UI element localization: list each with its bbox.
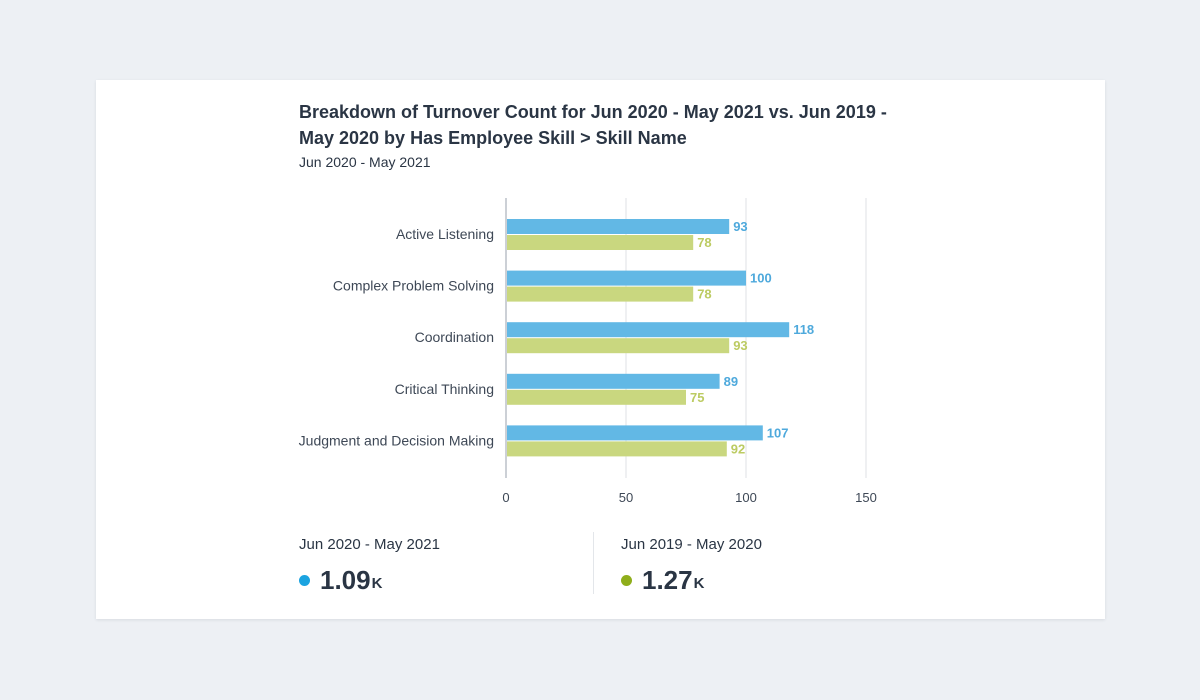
bar-current: [507, 425, 763, 441]
summary-divider: [593, 532, 594, 594]
bar-previous: [507, 389, 686, 405]
category-label: Judgment and Decision Making: [299, 432, 494, 448]
summary-current-dot: [299, 575, 310, 586]
data-label-previous: 78: [697, 287, 711, 302]
x-tick-label: 0: [502, 490, 509, 505]
data-label-previous: 92: [731, 441, 745, 456]
data-label-previous: 93: [733, 338, 747, 353]
summary-previous: Jun 2019 - May 2020 1.27 K: [621, 536, 762, 596]
bar-previous: [507, 441, 727, 457]
bar-current: [507, 219, 730, 234]
data-label-current: 89: [724, 374, 738, 389]
summary-previous-dot: [621, 575, 632, 586]
summary-current-value: 1.09: [320, 565, 371, 595]
data-label-previous: 75: [690, 390, 704, 405]
x-tick-label: 100: [735, 490, 757, 505]
x-tick-label: 150: [855, 490, 877, 505]
bar-previous: [507, 286, 694, 302]
data-label-previous: 78: [697, 235, 711, 250]
chart-subtitle: Jun 2020 - May 2021: [299, 154, 431, 170]
bar-previous: [507, 338, 730, 354]
category-label: Coordination: [415, 329, 494, 345]
summary-previous-unit: K: [693, 575, 705, 592]
category-label: Complex Problem Solving: [333, 278, 494, 294]
summary-previous-label: Jun 2019 - May 2020: [621, 536, 762, 553]
data-label-current: 93: [733, 219, 747, 234]
category-label: Active Listening: [396, 226, 494, 242]
bar-previous: [507, 235, 694, 250]
summary-current-unit: K: [371, 575, 383, 592]
x-tick-label: 50: [619, 490, 633, 505]
bar-current: [507, 270, 746, 286]
bar-current: [507, 322, 790, 338]
data-label-current: 118: [793, 322, 814, 337]
summary-current-label: Jun 2020 - May 2021: [299, 536, 440, 553]
data-label-current: 107: [767, 425, 789, 440]
chart-title: Breakdown of Turnover Count for Jun 2020…: [299, 102, 887, 148]
category-label: Critical Thinking: [395, 381, 494, 397]
bar-chart: 0 50 100 150 Active Listening 93 78 Complex Pro…: [299, 198, 877, 505]
data-label-current: 100: [750, 271, 772, 286]
chart-card: Breakdown of Turnover Count for Jun 2020…: [96, 80, 1105, 619]
summary-current: Jun 2020 - May 2021 1.09 K: [299, 536, 440, 596]
bar-current: [507, 373, 720, 389]
summary-previous-value: 1.27: [642, 565, 693, 595]
